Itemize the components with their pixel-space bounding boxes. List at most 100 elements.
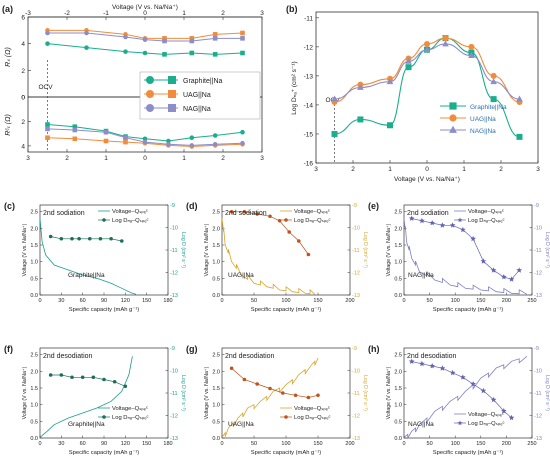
- panel-b-point: [442, 35, 449, 42]
- right-tick: -11: [352, 391, 360, 397]
- rct-point: [189, 135, 195, 140]
- rs-tick-label: 0: [21, 95, 25, 102]
- rs-point: [189, 36, 195, 41]
- legend-marker: [449, 125, 457, 133]
- rs-point: [212, 36, 218, 41]
- left-tick: 1.0: [30, 260, 38, 266]
- left-tick: 1.0: [212, 260, 220, 266]
- logd-point: [48, 234, 53, 239]
- voltage-curve: [39, 218, 137, 295]
- left-tick: 2.0: [30, 369, 38, 375]
- logd-point: [408, 215, 415, 221]
- left-tick: 1.0: [212, 403, 220, 409]
- legend-text: Voltage–Qₛₚₑᶜ: [294, 406, 330, 412]
- bottom-tick-label: 1: [104, 155, 108, 162]
- x-tick: 150: [476, 441, 485, 447]
- small-ylabel-left: Voltage (V vs. Na/Na⁺): [22, 366, 28, 419]
- left-tick: 2.0: [30, 226, 38, 232]
- x-tick: 200: [345, 441, 354, 447]
- logd-point: [449, 369, 456, 376]
- legend-text: Voltage–Qₛₚₑᶜ: [468, 412, 504, 418]
- panel-b-point: [331, 95, 338, 102]
- x-tick: 150: [476, 298, 485, 304]
- rct-point: [240, 140, 245, 146]
- legend-marker: [457, 420, 463, 426]
- small-cell-label: Graphite||Na: [68, 421, 105, 428]
- logd-point: [508, 414, 515, 421]
- logd-line: [231, 368, 319, 398]
- left-tick: 2.0: [212, 226, 220, 232]
- right-tick: -10: [352, 226, 360, 232]
- small-panel-title: 2nd desodiation: [407, 353, 457, 360]
- logd-point: [112, 379, 117, 384]
- small-ylabel-right: Log D (cm² s⁻¹): [362, 375, 368, 411]
- x-tick: 0: [220, 298, 223, 304]
- legend-marker: [102, 218, 106, 222]
- right-tick: -12: [352, 414, 360, 420]
- voltage-curve: [221, 357, 319, 438]
- panel-b-point: [516, 133, 523, 140]
- small-xlabel: Specific capacity (mAh g⁻¹): [69, 450, 139, 456]
- rs-point: [142, 37, 148, 42]
- legend-marker: [449, 114, 457, 122]
- rs-point: [189, 38, 195, 44]
- legend-text: Voltage–Qₛₚₑᶜ: [294, 209, 330, 215]
- x-tick: 0: [38, 441, 41, 447]
- legend-marker: [284, 218, 288, 222]
- logd-point: [48, 373, 53, 377]
- legend-marker: [102, 415, 106, 419]
- left-tick: 2.5: [394, 210, 402, 216]
- panel-b-point: [331, 130, 338, 137]
- left-tick: 1.0: [30, 403, 38, 409]
- small-panel-label: (h): [368, 344, 380, 354]
- panel-b-point: [423, 46, 431, 53]
- bottom-tick-label: 3: [260, 155, 264, 162]
- bottom-tick-label: 2: [221, 155, 225, 162]
- legend-text: Log Dₙₐ–Qₛₚₑᶜ: [468, 421, 505, 427]
- panel-b-point: [516, 95, 523, 102]
- left-tick: 0.0: [212, 436, 220, 442]
- logd-point: [80, 375, 85, 380]
- panel-b-ylabel: Log Dₙₐ⁺ (cm² s⁻¹): [291, 61, 298, 114]
- logd-point: [316, 393, 320, 398]
- panel-b-xtick: 1: [388, 166, 392, 173]
- x-tick: 200: [345, 298, 354, 304]
- legend-text: Graphite||Na: [183, 78, 223, 85]
- top-tick-label: -1: [103, 10, 109, 17]
- rct-point: [72, 127, 78, 133]
- left-tick: 0.5: [212, 419, 220, 425]
- x-tick: 50: [251, 441, 257, 447]
- right-tick: -10: [534, 226, 542, 232]
- right-tick: -11: [534, 248, 542, 254]
- legend-text: NAG||Na: [183, 106, 211, 113]
- logd-point: [419, 217, 425, 224]
- logd-point: [429, 220, 435, 226]
- small-cell-label: NAG||Na: [408, 272, 434, 279]
- logd-point: [87, 236, 92, 241]
- logd-point: [297, 239, 301, 243]
- left-tick: 0.0: [30, 436, 38, 442]
- right-tick: -9: [534, 346, 539, 352]
- panel-b-xtick: 3: [314, 166, 318, 173]
- right-tick: -13: [170, 293, 178, 299]
- x-tick: 180: [163, 441, 172, 447]
- x-tick: 50: [427, 441, 433, 447]
- logd-point: [242, 377, 247, 382]
- panel-a-top-xlabel: Voltage (V vs. Na/Na⁺): [112, 4, 178, 11]
- small-xlabel: Specific capacity (mAh g⁻¹): [433, 307, 503, 313]
- logd-point: [277, 218, 282, 223]
- x-tick: 200: [502, 441, 511, 447]
- small-ylabel-right: Log D (cm² s⁻¹): [544, 375, 550, 411]
- x-tick: 200: [502, 298, 511, 304]
- legend-text: Log Dₙₐ–Qₛₚₑᶜ: [468, 218, 505, 224]
- right-tick: -12: [352, 271, 360, 277]
- top-tick-label: -2: [64, 10, 70, 17]
- legend-marker-circle: [146, 104, 154, 112]
- top-tick-label: 1: [182, 10, 186, 17]
- left-tick: 2.5: [212, 210, 220, 216]
- legend-text: Log Dₙₐ–Qₛₚₑᶜ: [112, 218, 149, 224]
- panel-b-point: [357, 116, 364, 123]
- voltage-curve: [403, 355, 528, 440]
- right-tick: -11: [170, 391, 178, 397]
- rct-point: [212, 133, 218, 138]
